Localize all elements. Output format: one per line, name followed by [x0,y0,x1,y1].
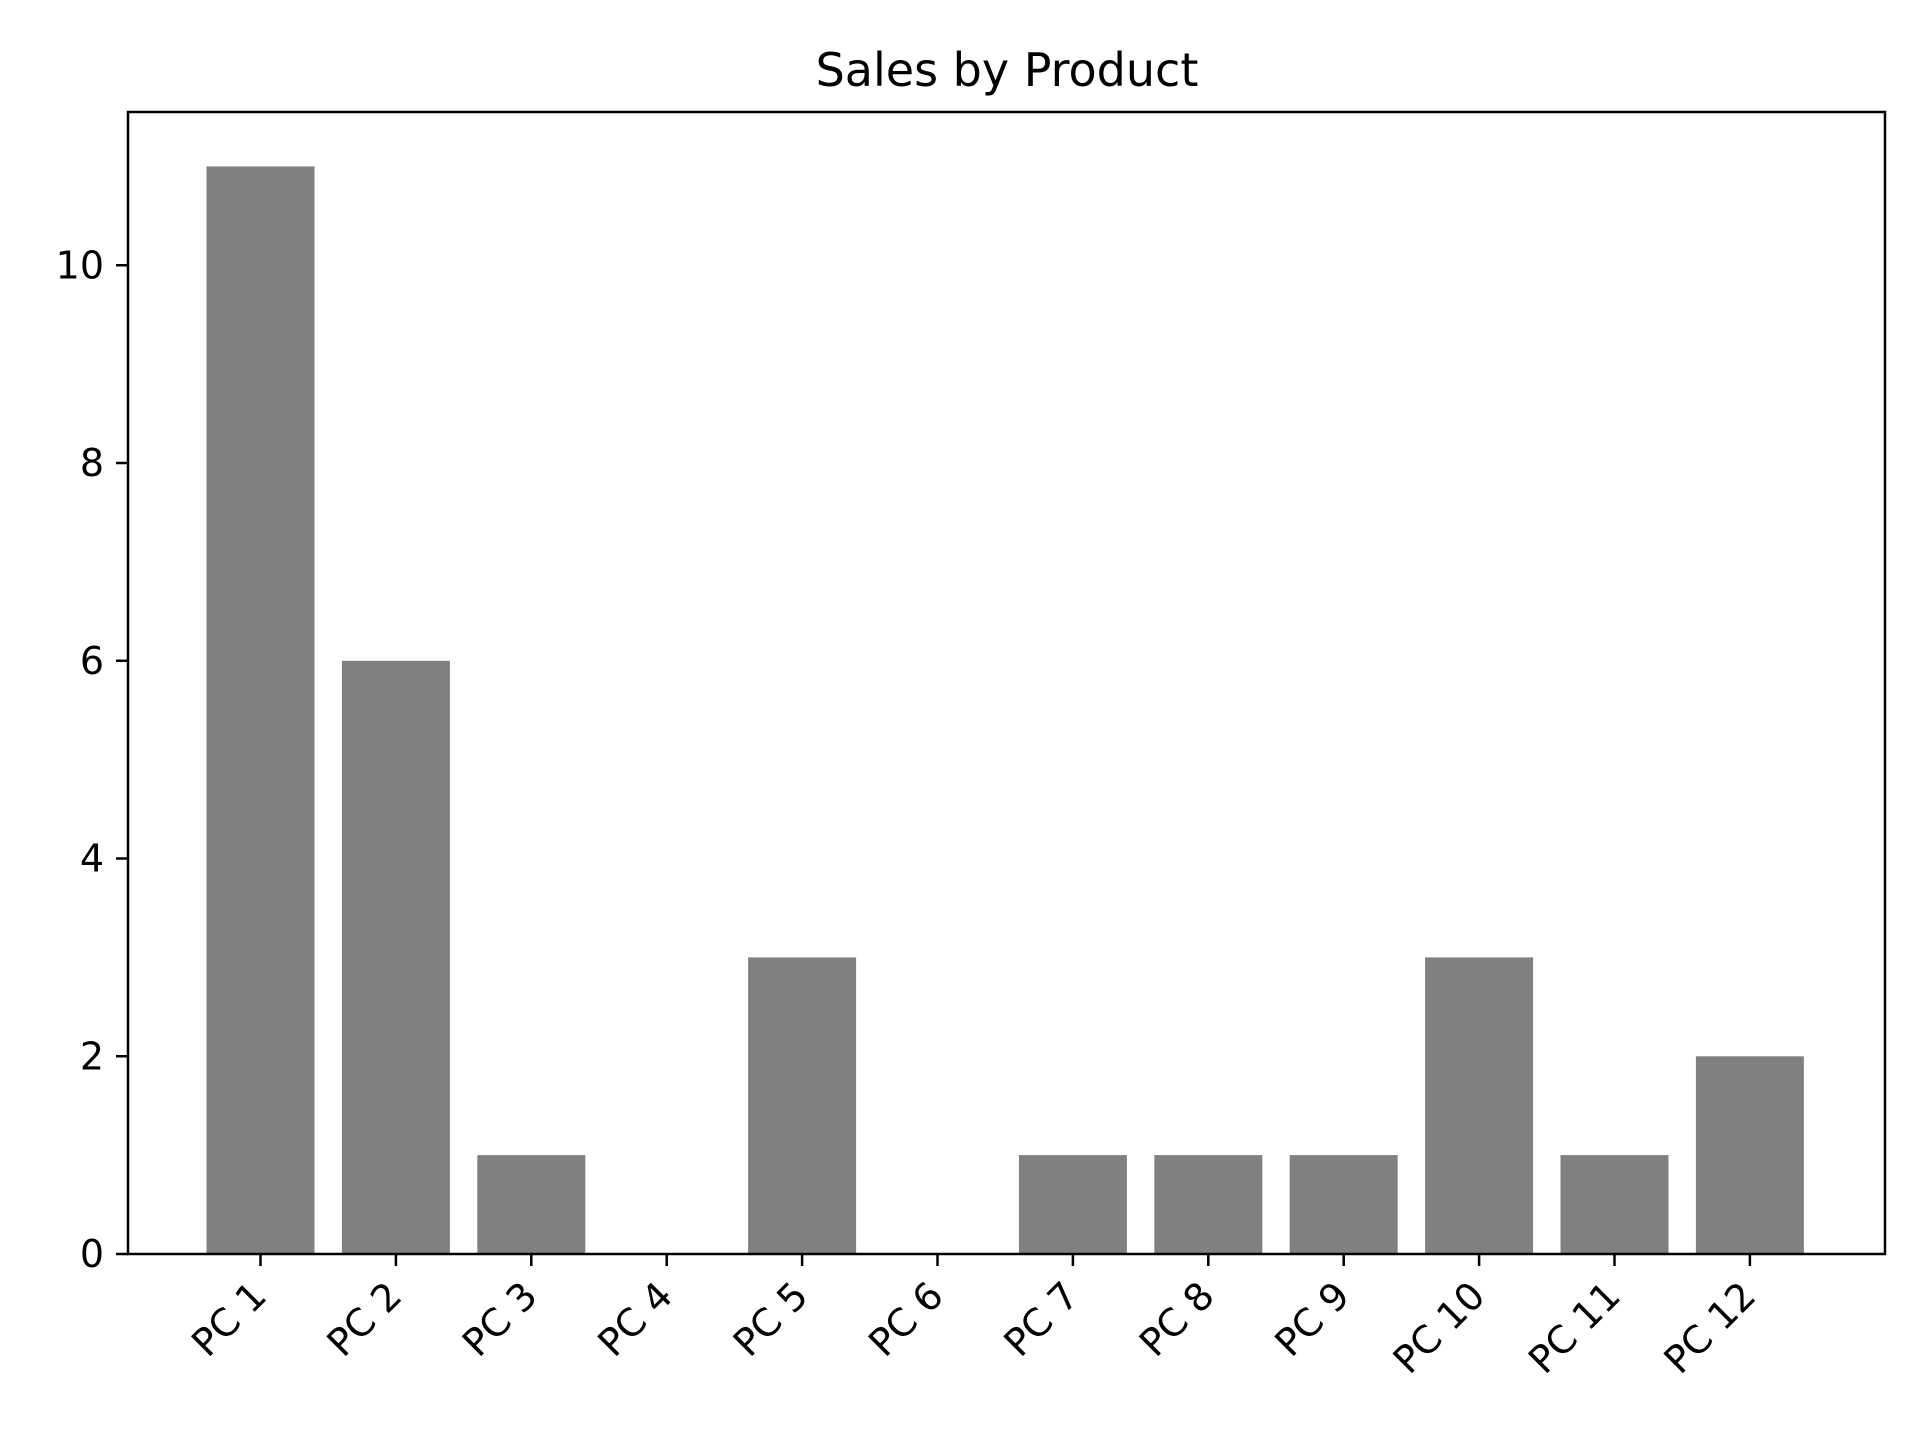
x-tick-label: PC 1 [183,1273,275,1365]
y-tick-label: 10 [56,243,104,287]
x-tick-label: PC 5 [725,1273,817,1365]
y-tick-label: 8 [80,441,104,485]
bar-pc-12 [1695,1056,1804,1254]
x-tick-label: PC 8 [1131,1273,1223,1365]
x-tick-label: PC 6 [860,1273,952,1365]
x-tick-label: PC 3 [454,1273,546,1365]
chart-title: Sales by Product [816,43,1199,97]
x-tick-label: PC 7 [996,1273,1088,1365]
bar-pc-1 [206,166,315,1254]
bar-pc-2 [341,660,450,1254]
y-tick-label: 6 [80,639,104,683]
x-tick-label: PC 10 [1385,1273,1494,1382]
x-tick-label: PC 4 [589,1273,681,1365]
bar-pc-7 [1018,1155,1127,1254]
bar-pc-8 [1154,1155,1263,1254]
x-tick-label: PC 11 [1520,1273,1629,1382]
x-tick-label: PC 9 [1266,1273,1358,1365]
bar-pc-5 [748,957,857,1254]
y-tick-label: 4 [80,837,104,881]
bar-pc-11 [1560,1155,1669,1254]
x-tick-label: PC 12 [1655,1273,1764,1382]
plot-frame [126,110,1887,1256]
x-tick-label: PC 2 [319,1273,411,1365]
bar-pc-3 [477,1155,586,1254]
bar-pc-10 [1425,957,1534,1254]
bar-pc-9 [1289,1155,1398,1254]
y-tick-label: 2 [80,1034,104,1078]
y-tick-label: 0 [80,1232,104,1276]
